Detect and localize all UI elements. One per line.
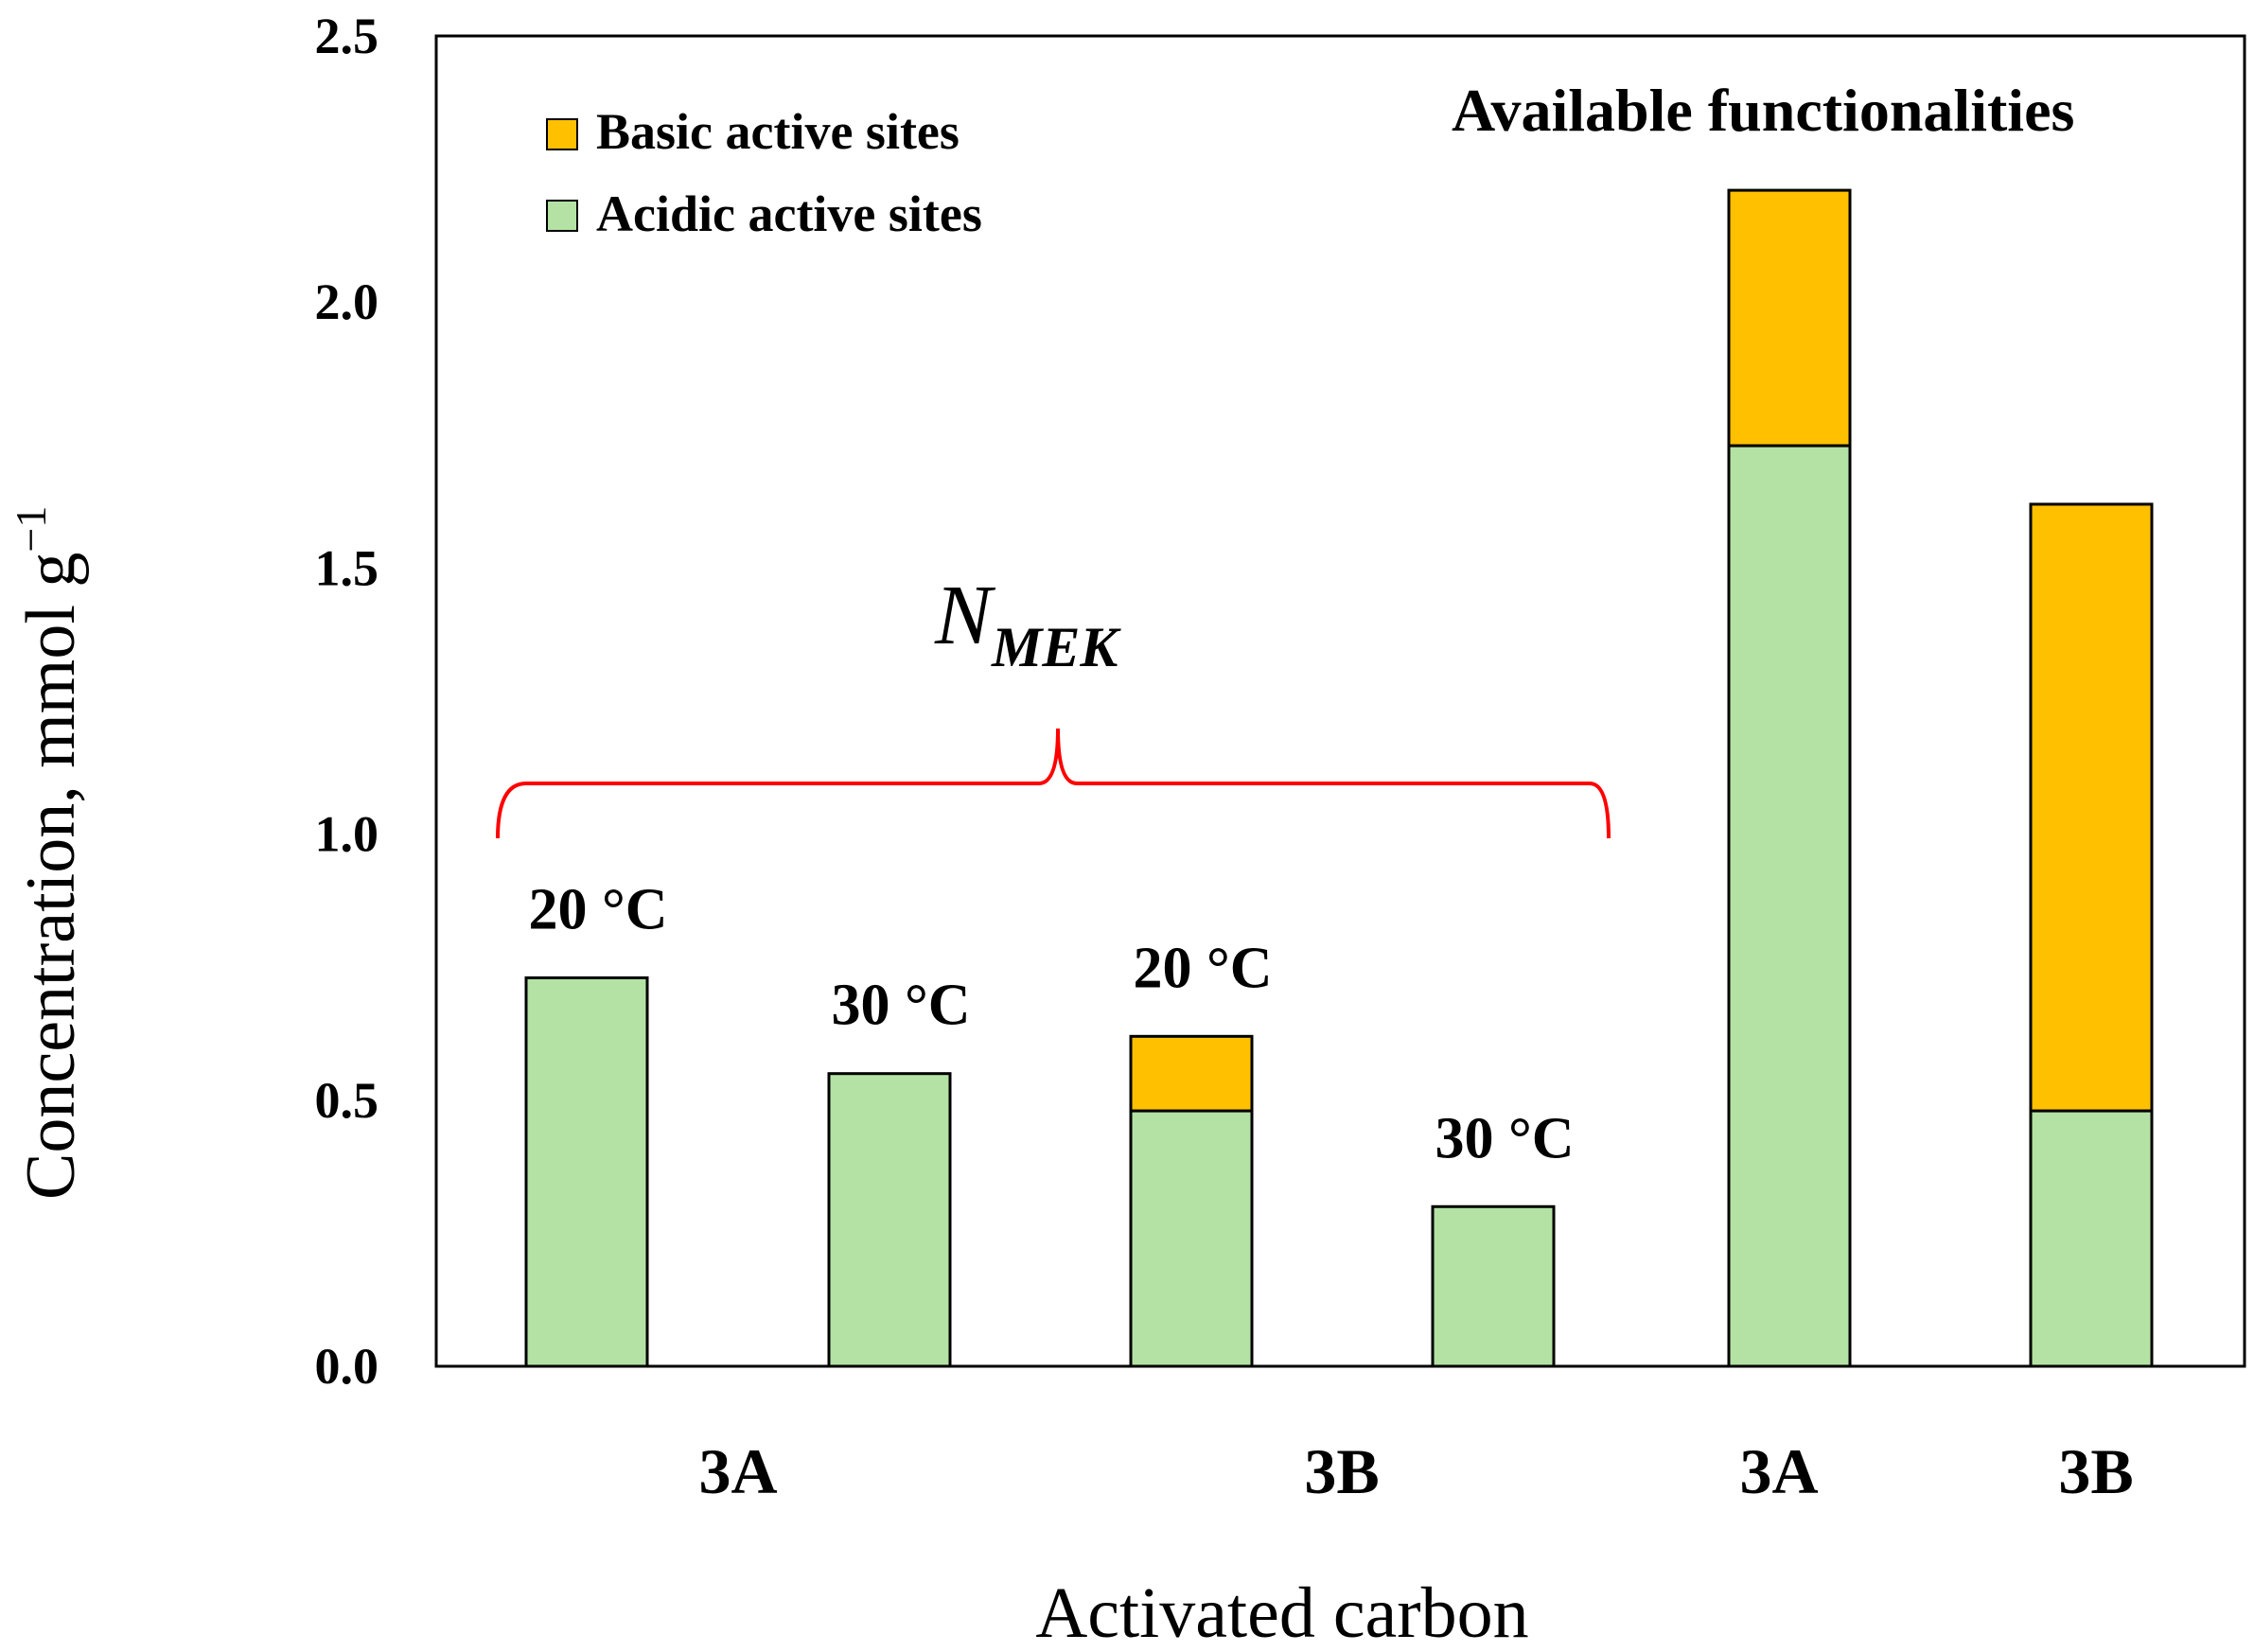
legend-swatch-acidic xyxy=(546,200,578,232)
plot-area xyxy=(434,34,2246,1368)
y-axis: 0.0 0.5 1.0 1.5 2.0 2.5 xyxy=(315,8,379,1395)
bar-acidic xyxy=(2029,1109,2154,1368)
x-axis-title: Activated carbon xyxy=(1035,1573,1528,1652)
nmek-brace xyxy=(496,728,1611,839)
y-axis-title-main: Concentration, mmol g xyxy=(12,553,90,1200)
nmek-subscript: MEK xyxy=(991,616,1121,678)
bar-temperature-label: 30 °C xyxy=(1435,1106,1574,1170)
legend: Basic active sites Acidic active sites xyxy=(546,103,982,242)
y-tick-label: 0.5 xyxy=(315,1072,379,1129)
legend-label-basic: Basic active sites xyxy=(596,103,960,160)
x-group-label: 3B xyxy=(1304,1435,1379,1507)
nmek-label: NMEK xyxy=(934,569,1121,678)
bar-acidic xyxy=(1727,444,1852,1368)
bar-temperature-label: 30 °C xyxy=(831,974,970,1038)
legend-label-acidic: Acidic active sites xyxy=(596,185,982,242)
bar-labels: 20 °C 30 °C 20 °C 30 °C xyxy=(528,877,1574,1170)
bar-basic xyxy=(2029,502,2154,1113)
x-group-label: 3B xyxy=(2058,1435,2133,1507)
bar-temperature-label: 20 °C xyxy=(1133,936,1272,1000)
nmek-main: N xyxy=(934,569,996,662)
bar-acidic xyxy=(1431,1204,1556,1368)
available-functionalities-label: Available functionalities xyxy=(1452,77,2074,144)
y-axis-title-superscript: −1 xyxy=(7,506,55,553)
x-group-label: 3A xyxy=(1739,1435,1818,1507)
x-group-label: 3A xyxy=(698,1435,777,1507)
y-tick-label: 1.5 xyxy=(315,539,379,596)
y-axis-title: Concentration, mmol g−1 xyxy=(7,506,90,1200)
bar-temperature-label: 20 °C xyxy=(528,877,667,941)
bar-acidic xyxy=(827,1072,952,1368)
nmek-annotation: NMEK xyxy=(496,569,1611,839)
y-tick-label: 0.0 xyxy=(315,1338,379,1395)
bar-series xyxy=(524,188,2154,1368)
x-axis: 3A 3B 3A 3B xyxy=(698,1435,2133,1507)
bar-acidic xyxy=(1129,1109,1254,1368)
y-tick-label: 2.0 xyxy=(315,273,379,330)
y-tick-label: 2.5 xyxy=(315,8,379,64)
bar-basic xyxy=(1727,188,1852,448)
legend-swatch-basic xyxy=(546,118,578,150)
bar-basic xyxy=(1129,1034,1254,1113)
y-tick-label: 1.0 xyxy=(315,806,379,863)
bar-acidic xyxy=(524,975,649,1368)
